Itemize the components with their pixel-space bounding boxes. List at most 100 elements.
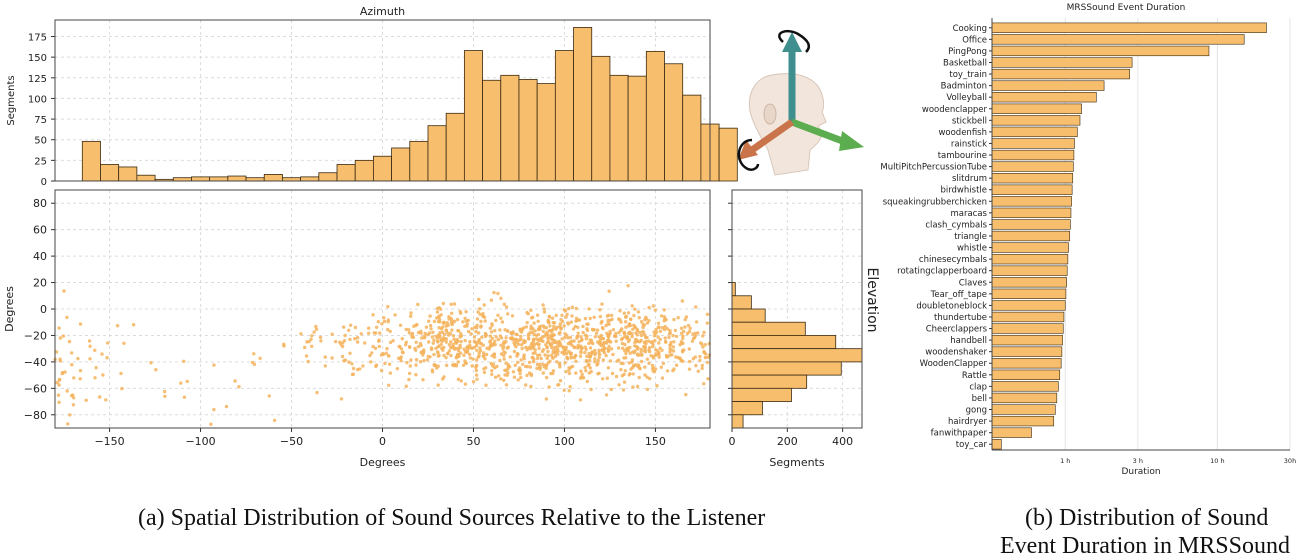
histogram-bar	[718, 127, 738, 182]
scatter-point	[449, 321, 453, 325]
scatter-point	[407, 371, 412, 376]
scatter-point	[420, 350, 424, 354]
x-axis-label: Degrees	[360, 456, 406, 469]
scatter-point	[539, 356, 543, 361]
category-label: rotatingclapperboard	[897, 267, 987, 277]
scatter-point	[604, 353, 608, 358]
scatter-point	[224, 404, 229, 409]
scatter-point	[465, 322, 469, 326]
scatter-point	[662, 319, 666, 323]
scatter-point	[404, 327, 408, 332]
scatter-point	[399, 359, 403, 363]
scatter-point	[100, 352, 104, 356]
rotation-arc-icon	[778, 30, 810, 53]
scatter-point	[474, 364, 478, 368]
y-tick-label: 80	[33, 197, 47, 210]
scatter-point	[361, 364, 365, 368]
scatter-point	[373, 346, 378, 350]
scatter-point	[638, 366, 642, 370]
scatter-point	[502, 302, 506, 306]
scatter-point	[631, 372, 635, 376]
scatter-point	[653, 367, 658, 371]
scatter-point	[424, 325, 429, 329]
scatter-point	[493, 375, 498, 379]
scatter-point	[359, 332, 363, 336]
scatter-point	[527, 346, 531, 350]
scatter-point	[614, 331, 618, 336]
duration-bar	[991, 173, 1074, 184]
scatter-point	[88, 357, 92, 361]
scatter-point	[626, 284, 630, 288]
scatter-point	[527, 360, 532, 365]
scatter-point	[461, 363, 466, 367]
scatter-point	[637, 316, 641, 320]
scatter-point	[474, 329, 478, 334]
scatter-point	[574, 306, 579, 311]
scatter-point	[456, 339, 460, 343]
scatter-point	[502, 357, 506, 361]
scatter-point	[627, 338, 631, 342]
y-axis-label: Elevation	[864, 267, 880, 332]
scatter-point	[680, 299, 685, 303]
histogram-bar	[731, 348, 863, 363]
scatter-point	[607, 289, 611, 293]
scatter-point	[391, 339, 395, 343]
scatter-point	[557, 361, 562, 366]
scatter-point	[525, 364, 530, 369]
scatter-point	[577, 318, 582, 322]
duration-bar	[991, 196, 1072, 207]
scatter-point	[468, 340, 472, 344]
scatter-point	[533, 348, 537, 352]
scatter-point	[593, 357, 597, 361]
scatter-point	[299, 332, 303, 336]
scatter-point	[622, 311, 626, 315]
histogram-bar	[300, 176, 320, 182]
histogram-bar	[263, 173, 283, 182]
scatter-point	[525, 373, 529, 378]
scatter-point	[603, 341, 607, 345]
scatter-point	[538, 365, 542, 369]
scatter-point	[212, 363, 216, 367]
scatter-point	[647, 339, 651, 343]
histogram-bar	[318, 172, 338, 182]
scatter-point	[418, 341, 423, 346]
scatter-point	[481, 343, 485, 347]
scatter-point	[519, 358, 523, 362]
scatter-point	[617, 383, 621, 387]
scatter-point	[663, 336, 667, 340]
scatter-point	[609, 387, 613, 392]
x-axis-label: Duration	[1121, 467, 1160, 477]
scatter-point	[550, 330, 554, 334]
scatter-point	[565, 355, 569, 360]
scatter-point	[511, 331, 515, 335]
duration-bar	[991, 439, 1002, 450]
scatter-point	[488, 326, 492, 330]
scatter-point	[499, 377, 503, 381]
scatter-point	[448, 331, 453, 336]
scatter-point	[556, 347, 560, 352]
scatter-point	[597, 355, 601, 360]
scatter-point	[149, 361, 153, 365]
scatter-point	[469, 332, 473, 336]
scatter-point	[479, 324, 483, 328]
duration-bar	[991, 369, 1061, 380]
scatter-point	[510, 314, 515, 318]
scatter-point	[416, 302, 420, 307]
duration-bar	[991, 323, 1064, 334]
scatter-point	[618, 309, 622, 313]
scatter-point	[65, 315, 69, 320]
histogram-bar	[554, 50, 574, 182]
scatter-point	[93, 376, 97, 380]
histogram-bar	[731, 321, 806, 336]
scatter-point	[387, 354, 391, 358]
duration-bar	[991, 126, 1078, 138]
scatter-point	[315, 390, 319, 395]
scatter-point	[350, 372, 355, 377]
scatter-point	[459, 334, 464, 338]
y-tick-label: 0	[40, 303, 47, 316]
scatter-point	[377, 338, 381, 342]
scatter-point	[303, 345, 307, 350]
scatter-point	[527, 337, 531, 341]
scatter-point	[574, 319, 578, 323]
scatter-point	[648, 376, 652, 381]
